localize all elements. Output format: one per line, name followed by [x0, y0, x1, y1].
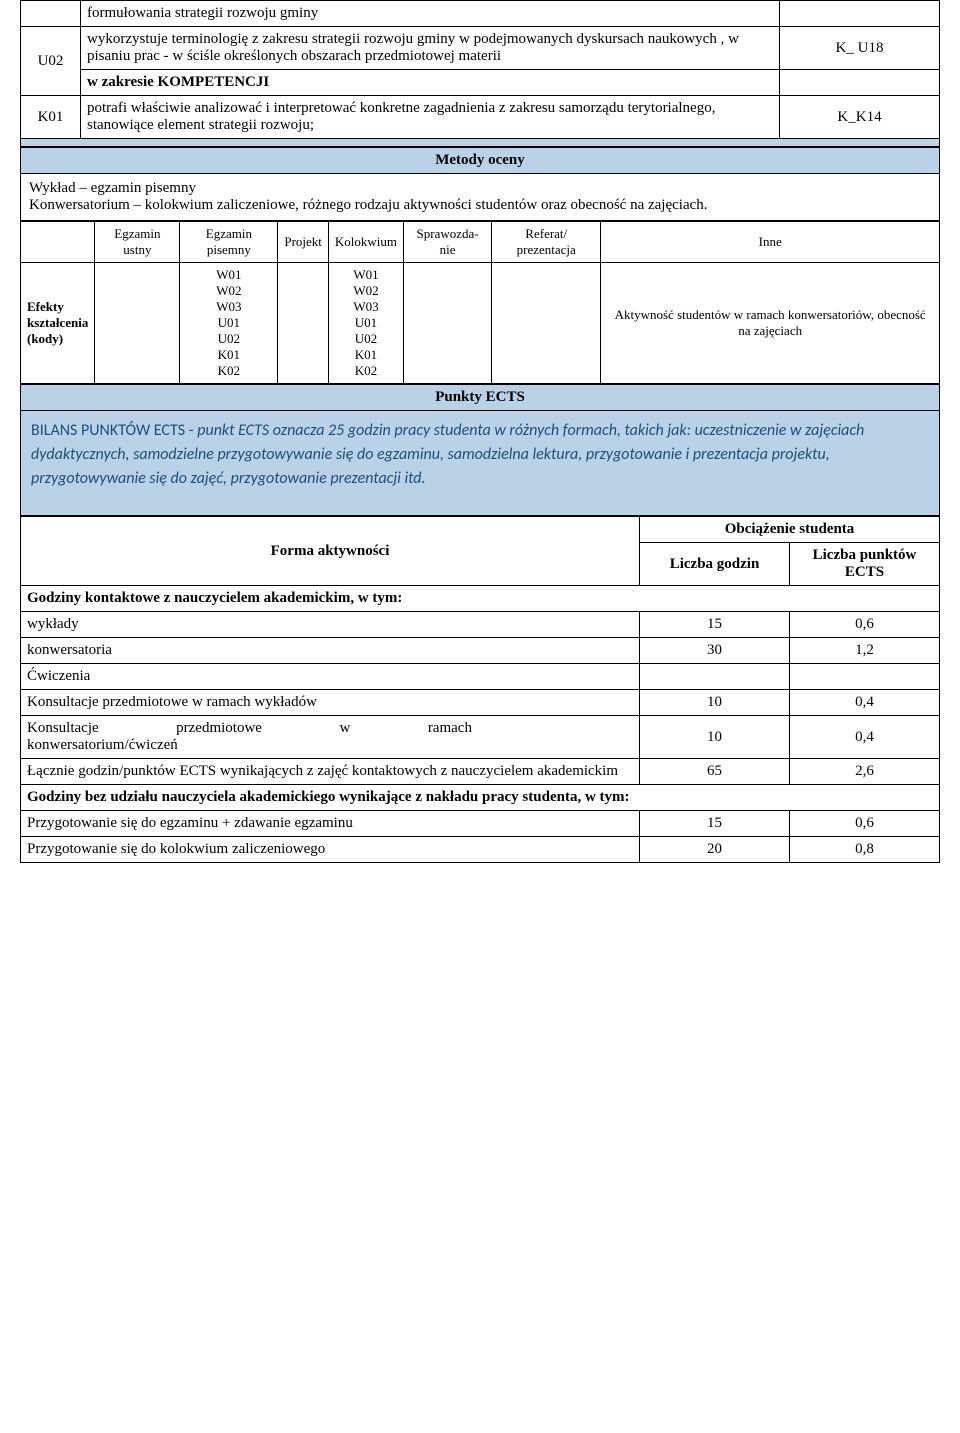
outcomes-table: formułowania strategii rozwoju gminy U02… — [20, 0, 940, 147]
punkty-header: Liczba punktów ECTS — [790, 543, 940, 586]
col-egzamin-pisemny: Egzamin pisemny — [180, 222, 278, 263]
outcome-desc-cell: formułowania strategii rozwoju gminy — [81, 1, 780, 27]
konw-word: konwersatorium/ćwiczeń — [27, 737, 178, 753]
contact-hours-header: Godziny kontaktowe z nauczycielem akadem… — [21, 586, 940, 612]
col-kolokwium: Kolokwium — [328, 222, 403, 263]
workload-table: Forma aktywności Obciążenie studenta Lic… — [20, 516, 940, 863]
row-cwiczenia-label: Ćwiczenia — [21, 664, 640, 690]
row-przyg-egz-ects: 0,6 — [790, 811, 940, 837]
outcome-code-cell: K01 — [21, 96, 81, 139]
col-egzamin-ustny: Egzamin ustny — [95, 222, 180, 263]
outcome-desc-cell: wykorzystuje terminologię z zakresu stra… — [81, 27, 780, 70]
konw-word: przedmiotowe — [176, 720, 262, 736]
godzin-header: Liczba godzin — [640, 543, 790, 586]
cell-sprawozdanie — [404, 263, 492, 384]
konw-word: Konsultacje — [27, 720, 99, 736]
competence-header: w zakresie KOMPETENCJI — [81, 70, 780, 96]
outcome-ref-cell: K_ U18 — [780, 27, 940, 70]
cell-kolokwium: W01 W02 W03 U01 U02 K01 K02 — [328, 263, 403, 384]
row-przyg-egz-label: Przygotowanie się do egzaminu + zdawanie… — [21, 811, 640, 837]
row-lacznie-kontakt-ects: 2,6 — [790, 759, 940, 785]
konw-word: ramach — [428, 720, 472, 736]
cell-referat — [492, 263, 601, 384]
row-cwiczenia-hours — [640, 664, 790, 690]
non-contact-header: Godziny bez udziału nauczyciela akademic… — [21, 785, 940, 811]
row-konsultacje-wyk-hours: 10 — [640, 690, 790, 716]
ects-lead: BILANS PUNKTÓW ECTS - — [31, 421, 197, 440]
outcome-code-cell: U02 — [21, 27, 81, 96]
outcome-ref-cell — [780, 1, 940, 27]
col-referat: Referat/ prezentacja — [492, 222, 601, 263]
row-konsultacje-konw-ects: 0,4 — [790, 716, 940, 759]
row-wyklady-ects: 0,6 — [790, 612, 940, 638]
methods-text: Wykład – egzamin pisemny Konwersatorium … — [21, 174, 940, 221]
methods-table: Metody oceny Wykład – egzamin pisemny Ko… — [20, 147, 940, 221]
ects-section: Punkty ECTS BILANS PUNKTÓW ECTS - punkt … — [20, 384, 940, 516]
col-projekt: Projekt — [278, 222, 329, 263]
row-lacznie-kontakt-label: Łącznie godzin/punktów ECTS wynikających… — [21, 759, 640, 785]
row-wyklady-label: wykłady — [21, 612, 640, 638]
obciazenie-header: Obciążenie studenta — [640, 517, 940, 543]
row-przyg-kol-ects: 0,8 — [790, 837, 940, 863]
row-wyklady-hours: 15 — [640, 612, 790, 638]
row-konsultacje-konw-label: Konsultacje przedmiotowe w ramach konwer… — [21, 716, 640, 759]
col-sprawozdanie: Sprawozda-nie — [404, 222, 492, 263]
cell-projekt — [278, 263, 329, 384]
cell-egzamin-pisemny: W01 W02 W03 U01 U02 K01 K02 — [180, 263, 278, 384]
cell-egzamin-ustny — [95, 263, 180, 384]
outcome-ref-cell: K_K14 — [780, 96, 940, 139]
row-przyg-kol-label: Przygotowanie się do kolokwium zaliczeni… — [21, 837, 640, 863]
row-konwersatoria-label: konwersatoria — [21, 638, 640, 664]
row-lacznie-kontakt-hours: 65 — [640, 759, 790, 785]
row-konwersatoria-ects: 1,2 — [790, 638, 940, 664]
assessment-grid: Egzamin ustny Egzamin pisemny Projekt Ko… — [20, 221, 940, 384]
col-inne: Inne — [601, 222, 940, 263]
ects-header: Punkty ECTS — [21, 385, 940, 411]
row-konsultacje-wyk-label: Konsultacje przedmiotowe w ramach wykład… — [21, 690, 640, 716]
assessment-corner — [21, 222, 95, 263]
outcome-ref-cell — [780, 70, 940, 96]
cell-inne: Aktywność studentów w ramach konwersator… — [601, 263, 940, 384]
row-cwiczenia-ects — [790, 664, 940, 690]
row-konsultacje-konw-hours: 10 — [640, 716, 790, 759]
konw-word: w — [339, 720, 350, 736]
forma-header: Forma aktywności — [21, 517, 640, 586]
assessment-row-label: Efekty kształcenia (kody) — [21, 263, 95, 384]
ects-description: BILANS PUNKTÓW ECTS - punkt ECTS oznacza… — [21, 411, 940, 516]
row-konsultacje-wyk-ects: 0,4 — [790, 690, 940, 716]
row-przyg-kol-hours: 20 — [640, 837, 790, 863]
row-przyg-egz-hours: 15 — [640, 811, 790, 837]
outcome-code-cell — [21, 1, 81, 27]
methods-header: Metody oceny — [21, 148, 940, 174]
separator-row — [21, 139, 940, 147]
row-konwersatoria-hours: 30 — [640, 638, 790, 664]
outcome-desc-cell: potrafi właściwie analizować i interpret… — [81, 96, 780, 139]
